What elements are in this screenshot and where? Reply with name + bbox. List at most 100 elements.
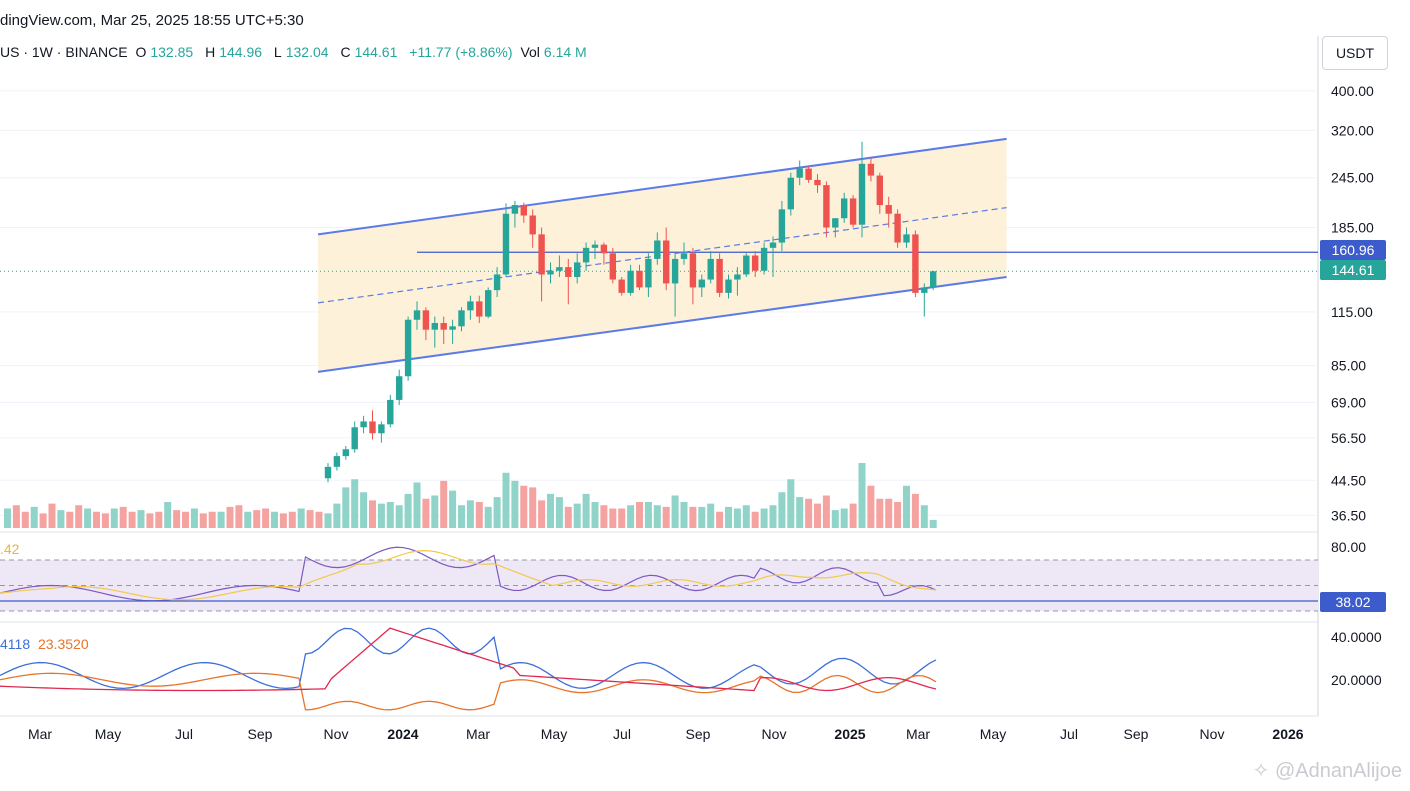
candle-body — [324, 466, 332, 479]
candle-body — [743, 255, 750, 275]
volume-bar — [395, 505, 403, 528]
volume-bar — [297, 508, 305, 528]
volume-bar — [155, 511, 163, 528]
last-price-tag: 144.61 — [1320, 260, 1386, 280]
candle-body — [725, 279, 732, 293]
time-tick-label: Mar — [906, 726, 930, 742]
volume-bar — [885, 498, 893, 528]
time-tick-label: Nov — [324, 726, 349, 742]
volume-bar — [733, 508, 741, 528]
volume-bar — [93, 511, 100, 528]
candle-body — [574, 262, 581, 277]
volume-bar — [511, 480, 519, 528]
candle-body — [351, 427, 358, 450]
volume-bar — [190, 508, 198, 528]
time-tick-label: 2025 — [834, 726, 865, 742]
candle-body — [930, 271, 937, 288]
low-value: L 132.04 — [273, 44, 329, 60]
candle-body — [404, 319, 412, 377]
volume-bar — [760, 508, 768, 528]
candle-body — [805, 168, 812, 180]
price-tick-label: 69.00 — [1331, 394, 1366, 410]
volume-bar — [351, 479, 359, 528]
time-tick-label: Sep — [686, 726, 711, 742]
candle-body — [885, 205, 892, 214]
volume-bar — [30, 506, 38, 528]
candle-body — [823, 185, 830, 228]
volume-bar — [555, 497, 563, 528]
di-minus-value: 23.3520 — [38, 636, 89, 652]
price-tick-label: 245.00 — [1331, 170, 1374, 186]
candle-body — [493, 274, 501, 291]
close-value: C 144.61 — [340, 44, 398, 60]
channel-mid-line — [317, 207, 1007, 304]
volume-bar — [502, 472, 510, 528]
volume-bar — [119, 506, 127, 528]
volume-bar — [787, 479, 795, 528]
volume-bar — [698, 506, 706, 528]
volume-bar — [235, 505, 243, 528]
candle-body — [841, 198, 848, 219]
volume-bar — [431, 495, 439, 528]
currency-selector[interactable]: USDT — [1322, 36, 1388, 70]
candle-body — [645, 258, 652, 288]
volume-bar — [814, 503, 821, 528]
price-tick-label: 400.00 — [1331, 83, 1374, 99]
volume-bar — [573, 503, 581, 528]
change-value: +11.77 (+8.86%) — [409, 44, 513, 60]
time-tick-label: May — [95, 726, 121, 742]
volume-bar — [173, 510, 181, 528]
volume-bar — [903, 485, 910, 528]
candle-body — [894, 213, 901, 243]
candle-body — [440, 323, 447, 330]
volume-bar — [315, 511, 323, 528]
candle-body — [654, 240, 661, 259]
time-tick-label: Nov — [762, 726, 787, 742]
price-tick-label: 185.00 — [1331, 220, 1374, 236]
symbol-label[interactable]: US · 1W · BINANCE — [0, 44, 128, 60]
volume-bar — [4, 508, 11, 528]
volume-bar — [440, 480, 448, 528]
candle-body — [716, 258, 723, 293]
candle-body — [671, 258, 679, 284]
volume-bar — [128, 511, 136, 528]
volume-bar — [849, 503, 857, 528]
volume-bar — [751, 511, 759, 528]
volume-bar — [164, 502, 172, 528]
candle-body — [627, 270, 634, 293]
candle-body — [618, 279, 625, 293]
dmi-tick-label: 40.0000 — [1331, 629, 1382, 645]
channel-fill — [318, 138, 1007, 372]
volume-bar — [805, 498, 813, 528]
candle-body — [378, 424, 385, 434]
volume-bar — [484, 506, 492, 528]
candle-body — [485, 290, 492, 317]
author-watermark: ✧ @AdnanAlijoe — [1252, 760, 1402, 782]
volume-bar — [12, 505, 20, 528]
volume-bar — [920, 505, 928, 528]
volume-bar — [182, 511, 189, 528]
volume-bar — [217, 511, 225, 528]
volume-bar — [564, 506, 572, 528]
time-tick-label: 2024 — [387, 726, 418, 742]
di-plus-value: 4118 — [0, 636, 31, 652]
price-tick-label: 115.00 — [1331, 304, 1373, 320]
candle-body — [431, 323, 438, 330]
candle-body — [582, 247, 590, 263]
volume-bar — [493, 497, 501, 528]
volume-bar — [306, 510, 314, 528]
ohlc-legend: US · 1W · BINANCE O 132.85 H 144.96 L 132.0… — [0, 44, 595, 60]
candle-body — [422, 310, 430, 330]
candle-body — [529, 215, 536, 235]
time-tick-label: May — [980, 726, 1006, 742]
volume-bar — [822, 495, 830, 528]
candle-body — [565, 267, 572, 277]
volume-bar — [101, 513, 109, 528]
candle-body — [876, 175, 883, 206]
volume-bar — [778, 492, 786, 528]
candle-body — [734, 274, 741, 280]
channel-lower-line — [317, 275, 1007, 373]
volume-bar — [137, 510, 145, 528]
candle-body — [636, 270, 643, 288]
